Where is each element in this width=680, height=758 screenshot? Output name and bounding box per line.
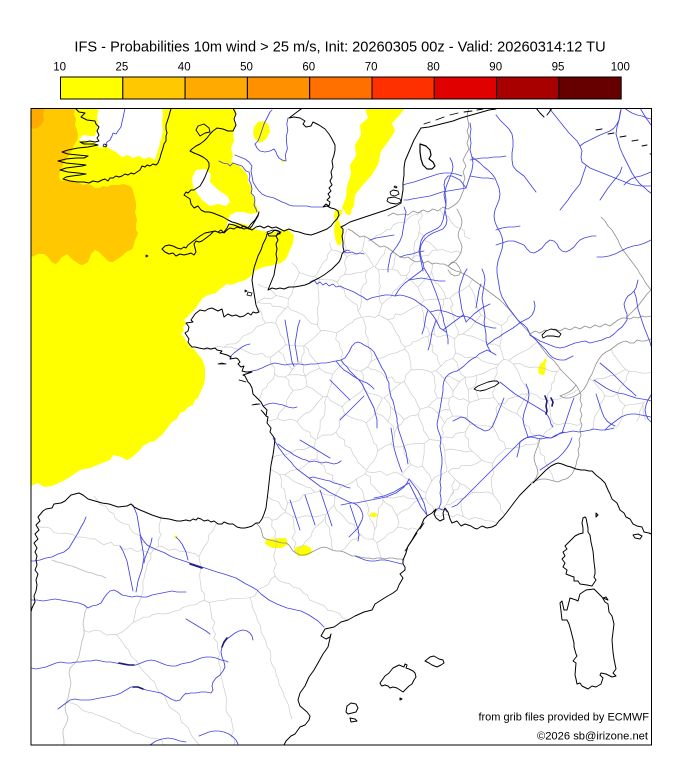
svg-text:40: 40 (178, 62, 191, 74)
svg-text:©2026 sb@irizone.net: ©2026 sb@irizone.net (537, 731, 649, 743)
svg-text:70: 70 (365, 62, 378, 74)
svg-text:90: 90 (489, 62, 502, 74)
svg-text:80: 80 (427, 62, 440, 74)
svg-text:from grib files provided by EC: from grib files provided by ECMWF (478, 712, 649, 724)
svg-text:100: 100 (611, 62, 630, 74)
svg-text:95: 95 (552, 62, 565, 74)
svg-text:IFS - Probabilities 10m wind >: IFS - Probabilities 10m wind > 25 m/s, I… (74, 40, 605, 56)
svg-text:25: 25 (116, 62, 129, 74)
svg-text:10: 10 (53, 62, 66, 74)
svg-text:60: 60 (302, 62, 315, 74)
svg-text:50: 50 (240, 62, 253, 74)
